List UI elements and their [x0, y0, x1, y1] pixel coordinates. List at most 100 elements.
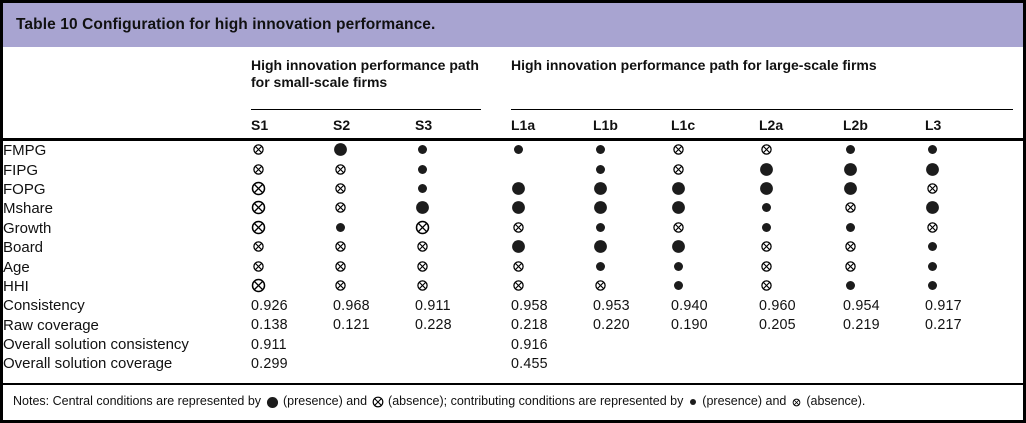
contributing-absence-symbol — [335, 202, 346, 214]
symbol-cell — [415, 257, 511, 276]
contributing-absence-symbol — [335, 163, 346, 175]
empty-cell — [511, 160, 593, 179]
symbol-cell — [511, 199, 593, 218]
value-cell: 0.968 — [333, 297, 370, 314]
symbol-cell — [251, 160, 333, 179]
contributing-absence-symbol — [673, 222, 684, 233]
symbol-cell — [251, 199, 333, 218]
contributing-presence-symbol — [846, 145, 855, 155]
table-title-bar: Table 10 Configuration for high innovati… — [3, 3, 1023, 47]
value-cell: 0.228 — [415, 317, 452, 334]
table-row: Mshare — [3, 199, 1023, 218]
column-header-l1b: L1b — [593, 110, 671, 141]
empty-cell — [759, 354, 843, 373]
contributing-absence-symbol — [761, 241, 772, 252]
value-cell: 0.121 — [333, 317, 370, 334]
contributing-presence-symbol — [928, 242, 937, 252]
central-presence-symbol — [926, 162, 939, 176]
central-presence-symbol — [672, 201, 685, 215]
column-header-l3: L3 — [925, 110, 1023, 141]
symbol-cell — [511, 257, 593, 276]
central-absence-symbol — [251, 278, 266, 293]
symbol-cell — [251, 238, 333, 257]
column-header-s2: S2 — [333, 110, 415, 141]
contributing-absence-symbol — [845, 260, 856, 272]
contributing-absence-symbol — [761, 144, 772, 156]
group-header-large-scale: High innovation performance path for lar… — [511, 57, 1023, 110]
contributing-absence-symbol — [673, 144, 684, 156]
symbol-cell — [843, 238, 925, 257]
table-notes: Notes: Central conditions are represente… — [3, 383, 1023, 420]
central-absence-symbol — [415, 220, 430, 235]
value-cell: 0.954 — [843, 297, 880, 314]
symbol-cell — [251, 277, 333, 296]
central-presence-symbol — [844, 182, 857, 195]
symbol-cell — [671, 160, 759, 179]
symbol-cell — [759, 180, 843, 199]
contributing-presence-symbol — [762, 222, 771, 232]
column-header-l1a: L1a — [511, 110, 593, 141]
symbol-cell — [843, 219, 925, 238]
contributing-absence-symbol — [417, 280, 428, 291]
empty-cell — [593, 354, 671, 373]
symbol-cell — [251, 257, 333, 276]
row-label: Board — [3, 239, 44, 257]
value-cell: 0.190 — [671, 317, 708, 334]
table-row: FIPG — [3, 160, 1023, 179]
central-presence-symbol — [512, 240, 525, 254]
configuration-table: High innovation performance path for sma… — [3, 57, 1023, 374]
contributing-presence-symbol — [418, 164, 427, 174]
contributing-absence-symbol — [335, 280, 346, 291]
table-notes-text: Notes: Central conditions are represente… — [13, 394, 865, 408]
symbol-cell — [759, 219, 843, 238]
notes-text-segment: (absence); contributing conditions are r… — [384, 394, 687, 408]
empty-cell — [925, 354, 1023, 373]
value-cell: 0.926 — [251, 297, 288, 314]
empty-cell — [759, 335, 843, 354]
value-cell: 0.911 — [415, 297, 451, 314]
table-row: Age — [3, 257, 1023, 276]
symbol-cell — [925, 160, 1023, 179]
symbol-cell — [671, 199, 759, 218]
row-label: Mshare — [3, 200, 54, 218]
central-presence-symbol — [760, 162, 773, 176]
symbol-cell — [593, 238, 671, 257]
row-label: Raw coverage — [3, 316, 99, 334]
contributing-absence-symbol — [513, 222, 524, 233]
symbol-cell — [759, 199, 843, 218]
symbol-cell — [415, 238, 511, 257]
contributing-presence-symbol — [514, 145, 523, 155]
contributing-presence-symbol — [674, 281, 683, 291]
contributing-presence-symbol — [928, 261, 937, 271]
value-cell: 0.455 — [511, 355, 548, 372]
table-body: FMPG FIPG FOPG Mshare Growth Board Age HHI Consi… — [3, 140, 1023, 374]
contributing-absence-symbol — [595, 280, 606, 291]
symbol-cell — [333, 199, 415, 218]
contributing-presence-symbol — [846, 281, 855, 291]
empty-cell — [333, 335, 415, 354]
row-label: Age — [3, 258, 30, 276]
value-cell: 0.299 — [251, 355, 288, 372]
symbol-cell — [251, 140, 333, 161]
contributing-absence-symbol — [927, 222, 938, 233]
empty-cell — [671, 335, 759, 354]
symbol-cell — [925, 180, 1023, 199]
empty-cell — [333, 354, 415, 373]
table-row: Consistency 0.926 0.968 0.911 0.958 0.953 0.94… — [3, 296, 1023, 315]
symbol-cell — [759, 238, 843, 257]
central-absence-symbol — [372, 396, 383, 408]
symbol-cell — [333, 219, 415, 238]
empty-cell — [593, 335, 671, 354]
value-cell: 0.217 — [925, 317, 962, 334]
column-header-row: S1 S2 S3 L1a L1b L1c L2a L2b L3 — [3, 110, 1023, 141]
symbol-cell — [415, 199, 511, 218]
symbol-cell — [925, 238, 1023, 257]
row-label: Growth — [3, 219, 52, 237]
contributing-absence-symbol — [253, 144, 264, 156]
symbol-cell — [251, 219, 333, 238]
symbol-cell — [925, 219, 1023, 238]
contributing-presence-symbol — [596, 145, 605, 155]
row-label: Consistency — [3, 297, 85, 315]
column-header-l2b: L2b — [843, 110, 925, 141]
